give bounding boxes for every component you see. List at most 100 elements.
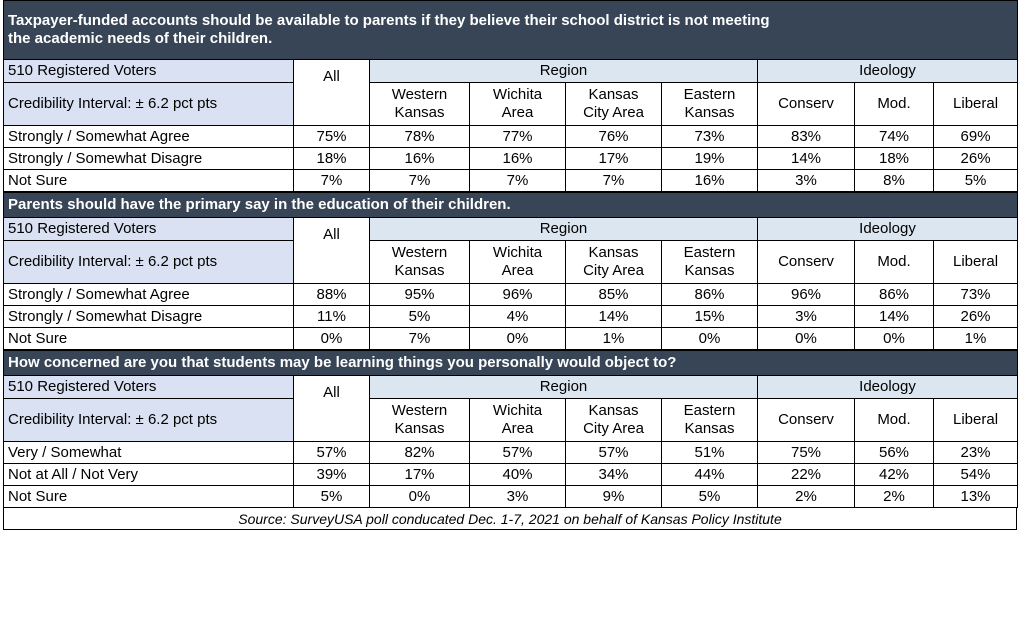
value-cell: 0% xyxy=(469,327,566,350)
value-cell: 18% xyxy=(854,147,934,170)
sample-size-label: 510 Registered Voters xyxy=(3,217,294,241)
col-header-liberal: Liberal xyxy=(932,82,1019,126)
table-row: Strongly / Somewhat Agree 75% 78% 77% 76% 73%… xyxy=(3,125,1019,148)
value-cell: 88% xyxy=(293,283,370,306)
question-section: How concerned are you that students may … xyxy=(2,350,1019,508)
value-cell: 7% xyxy=(369,169,470,192)
value-cell: 9% xyxy=(565,485,662,508)
col-header-eastern-kansas: Eastern Kansas xyxy=(661,398,758,442)
value-cell: 22% xyxy=(757,463,855,486)
value-cell: 26% xyxy=(932,305,1019,328)
table-row: Strongly / Somewhat Disagre 18% 16% 16% 17% 1… xyxy=(3,147,1019,170)
col-header-mod: Mod. xyxy=(854,82,934,126)
survey-results-table: Taxpayer-funded accounts should be avail… xyxy=(2,0,1020,530)
col-group-ideology: Ideology xyxy=(756,59,1019,83)
table-row: Not Sure 0% 7% 0% 1% 0% 0% 0% 1% xyxy=(3,327,1019,350)
value-cell: 16% xyxy=(469,147,566,170)
value-cell: 73% xyxy=(661,125,758,148)
value-cell: 4% xyxy=(469,305,566,328)
value-cell: 13% xyxy=(932,485,1019,508)
col-header-wichita-area: Wichita Area xyxy=(469,240,566,284)
row-label: Strongly / Somewhat Agree xyxy=(3,283,294,306)
col-header-kansas-city-area: Kansas City Area xyxy=(565,82,662,126)
value-cell: 0% xyxy=(293,327,370,350)
credibility-interval-label: Credibility Interval: ± 6.2 pct pts xyxy=(3,82,294,126)
col-header-eastern-kansas: Eastern Kansas xyxy=(661,240,758,284)
col-header-western-kansas: Western Kansas xyxy=(369,398,470,442)
value-cell: 95% xyxy=(369,283,470,306)
value-cell: 19% xyxy=(661,147,758,170)
value-cell: 14% xyxy=(565,305,662,328)
table-row: Not Sure 7% 7% 7% 7% 16% 3% 8% 5% xyxy=(3,169,1019,192)
value-cell: 42% xyxy=(854,463,934,486)
question-line-1: Taxpayer-funded accounts should be avail… xyxy=(8,12,770,29)
col-header-line: Western xyxy=(391,86,448,103)
value-cell: 5% xyxy=(661,485,758,508)
col-header-line: Wichita xyxy=(492,86,543,103)
question-heading: How concerned are you that students may … xyxy=(2,350,1019,376)
value-cell: 23% xyxy=(932,441,1019,464)
col-header-kansas-city-area: Kansas City Area xyxy=(565,398,662,442)
value-cell: 96% xyxy=(469,283,566,306)
col-header-wichita-area: Wichita Area xyxy=(469,82,566,126)
table-row: Very / Somewhat 57% 82% 57% 57% 51% 75% 56% 23% xyxy=(3,441,1019,464)
value-cell: 7% xyxy=(369,327,470,350)
value-cell: 16% xyxy=(369,147,470,170)
value-cell: 0% xyxy=(661,327,758,350)
col-header-line: City Area xyxy=(583,262,644,279)
value-cell: 75% xyxy=(757,441,855,464)
col-header-western-kansas: Western Kansas xyxy=(369,82,470,126)
value-cell: 18% xyxy=(293,147,370,170)
question-heading: Taxpayer-funded accounts should be avail… xyxy=(2,0,1019,60)
col-header-kansas-city-area: Kansas City Area xyxy=(565,240,662,284)
sample-size-label: 510 Registered Voters xyxy=(3,375,294,399)
value-cell: 76% xyxy=(565,125,662,148)
source-note: Source: SurveyUSA poll conducated Dec. 1… xyxy=(3,508,1017,530)
value-cell: 0% xyxy=(757,327,855,350)
table-row: Strongly / Somewhat Agree 88% 95% 96% 85% 86%… xyxy=(3,283,1019,306)
value-cell: 2% xyxy=(757,485,855,508)
col-header-line: Kansas xyxy=(394,420,445,437)
value-cell: 57% xyxy=(293,441,370,464)
value-cell: 39% xyxy=(293,463,370,486)
col-header-line: City Area xyxy=(583,420,644,437)
col-header-line: Wichita xyxy=(492,402,543,419)
col-header-eastern-kansas: Eastern Kansas xyxy=(661,82,758,126)
value-cell: 83% xyxy=(757,125,855,148)
table-row: Not Sure 5% 0% 3% 9% 5% 2% 2% 13% xyxy=(3,485,1019,508)
value-cell: 96% xyxy=(757,283,855,306)
col-group-ideology: Ideology xyxy=(756,375,1019,399)
value-cell: 57% xyxy=(469,441,566,464)
value-cell: 3% xyxy=(469,485,566,508)
value-cell: 14% xyxy=(854,305,934,328)
col-header-line: Kansas xyxy=(684,104,735,121)
value-cell: 26% xyxy=(932,147,1019,170)
value-cell: 17% xyxy=(369,463,470,486)
value-cell: 75% xyxy=(293,125,370,148)
col-group-region: Region xyxy=(369,59,758,83)
col-header-line: Wichita xyxy=(492,244,543,261)
value-cell: 7% xyxy=(469,169,566,192)
value-cell: 74% xyxy=(854,125,934,148)
value-cell: 51% xyxy=(661,441,758,464)
value-cell: 40% xyxy=(469,463,566,486)
col-header-line: Area xyxy=(501,104,534,121)
col-header-mod: Mod. xyxy=(854,240,934,284)
col-header-liberal: Liberal xyxy=(932,398,1019,442)
value-cell: 82% xyxy=(369,441,470,464)
value-cell: 44% xyxy=(661,463,758,486)
col-header-liberal: Liberal xyxy=(932,240,1019,284)
col-header-line: Kansas xyxy=(684,262,735,279)
question-heading: Parents should have the primary say in t… xyxy=(2,192,1019,218)
col-header-line: Kansas xyxy=(588,86,639,103)
col-header-line: Eastern xyxy=(683,402,736,419)
col-header-mod: Mod. xyxy=(854,398,934,442)
value-cell: 56% xyxy=(854,441,934,464)
value-cell: 5% xyxy=(932,169,1019,192)
col-header-line: Western xyxy=(391,244,448,261)
value-cell: 7% xyxy=(565,169,662,192)
value-cell: 5% xyxy=(369,305,470,328)
value-cell: 73% xyxy=(932,283,1019,306)
value-cell: 8% xyxy=(854,169,934,192)
sample-size-label: 510 Registered Voters xyxy=(3,59,294,83)
